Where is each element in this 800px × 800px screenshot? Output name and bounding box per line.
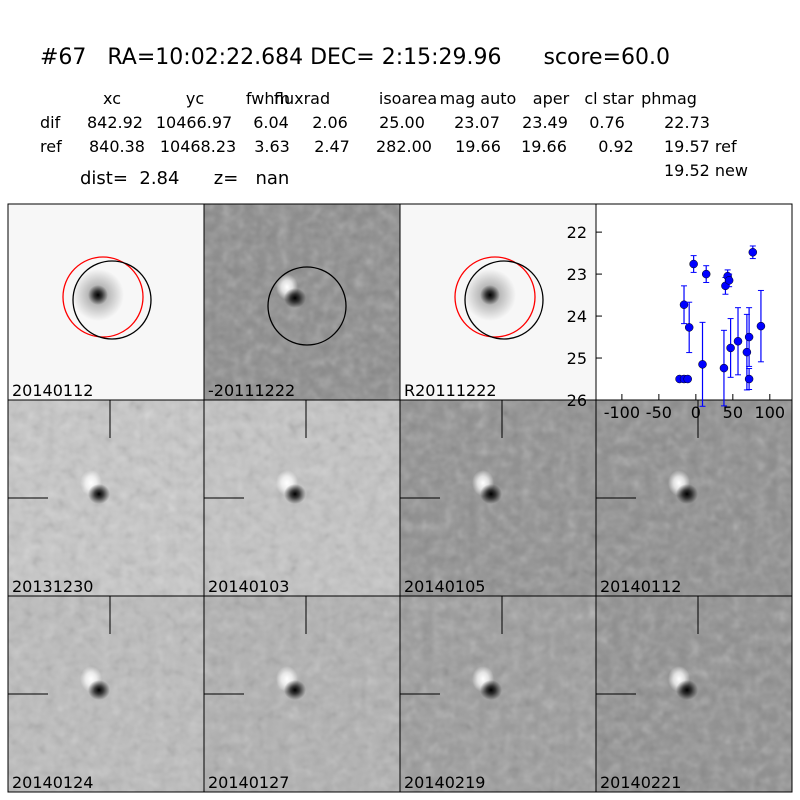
y-tick-label: 23 [567, 265, 587, 284]
y-tick-label: 25 [567, 349, 587, 368]
distance: dist= 2.84 z= nan [80, 168, 289, 189]
residual-dark [480, 484, 502, 504]
data-point [748, 248, 758, 257]
plot-area [595, 203, 793, 401]
row-label: ref [40, 137, 62, 156]
cell: 23.07 [454, 113, 500, 132]
residual-dark [284, 484, 306, 504]
data-point [744, 374, 754, 384]
x-tick-label: -100 [604, 403, 640, 422]
residual-dark [88, 680, 110, 700]
cell: 2.47 [314, 137, 350, 156]
title: #67 RA=10:02:22.684 DEC= 2:15:29.96 scor… [40, 45, 670, 70]
residual-dark [676, 680, 698, 700]
ref-circle [454, 256, 536, 338]
cell: 3.63 [254, 137, 290, 156]
column-header: fwhm [246, 89, 290, 108]
y-tick-label: 24 [567, 307, 587, 326]
x-tick-label: 0 [691, 403, 701, 422]
residual-dark [480, 680, 502, 700]
cell: 10466.97 [156, 113, 232, 132]
panel-label: -20111222 [208, 381, 295, 400]
panel-grid: 20140112 -20111222 R20111222 20131230 201401… [7, 203, 793, 793]
cell: 0.92 [598, 137, 634, 156]
panel-label: 20140112 [600, 577, 681, 596]
panel-label: R20111222 [404, 381, 497, 400]
data-point [719, 363, 729, 373]
cell: 19.66 [455, 137, 501, 156]
y-tick-label: 26 [567, 391, 587, 410]
data-point [701, 269, 711, 279]
column-header: cl star [584, 89, 634, 108]
x-tick-label: 50 [723, 403, 743, 422]
cell: 22.73 [664, 113, 710, 132]
panel-label: 20140112 [12, 381, 93, 400]
data-point [683, 374, 692, 384]
cell: 6.04 [253, 113, 289, 132]
cell: 19.66 [521, 137, 567, 156]
panel-label: 20140127 [208, 773, 289, 792]
row-label: dif [40, 113, 61, 132]
column-header: mag auto [440, 89, 517, 108]
cell: 282.00 [376, 137, 432, 156]
panel-border [595, 595, 793, 793]
cell: 840.38 [89, 137, 145, 156]
cell: 842.92 [87, 113, 143, 132]
x-tick-label: -50 [646, 403, 672, 422]
cell: 25.00 [379, 113, 425, 132]
data-point [724, 276, 734, 285]
data-point [733, 336, 743, 346]
cell: 0.76 [589, 113, 625, 132]
ref-circle [62, 256, 144, 338]
phmag-new: 19.52 new [664, 161, 748, 180]
cell: 19.57 ref [664, 137, 737, 156]
column-header: yc [186, 89, 204, 108]
data-point [744, 332, 754, 342]
data-point [679, 300, 689, 309]
dif-circle [267, 266, 347, 346]
data-point [756, 321, 766, 331]
column-header: xc [103, 89, 121, 108]
dif-circle [464, 260, 544, 340]
panel-label: 20140219 [404, 773, 485, 792]
dif-circle [72, 260, 152, 340]
residual-dark [284, 680, 306, 700]
panel-label: 20140124 [12, 773, 93, 792]
data-point [726, 343, 735, 353]
cell: 10468.23 [160, 137, 236, 156]
panel-label: 20140105 [404, 577, 485, 596]
data-point [689, 259, 698, 269]
data-point [684, 323, 694, 332]
residual-dark [676, 484, 698, 504]
panel-label: 20140103 [208, 577, 289, 596]
source [88, 285, 108, 305]
y-tick-label: 22 [567, 223, 587, 242]
column-header: isoarea [379, 89, 437, 108]
column-header: phmag [641, 89, 697, 108]
column-header: aper [533, 89, 570, 108]
panel-label: 20131230 [12, 577, 93, 596]
data-point [698, 360, 707, 369]
cell: 2.06 [312, 113, 348, 132]
residual-dark [88, 484, 110, 504]
panel-label: 20140221 [600, 773, 681, 792]
source [480, 285, 500, 305]
cell: 23.49 [522, 113, 568, 132]
residual-dark [284, 288, 306, 308]
x-tick-label: 100 [755, 403, 786, 422]
column-header: fluxrad [274, 89, 330, 108]
